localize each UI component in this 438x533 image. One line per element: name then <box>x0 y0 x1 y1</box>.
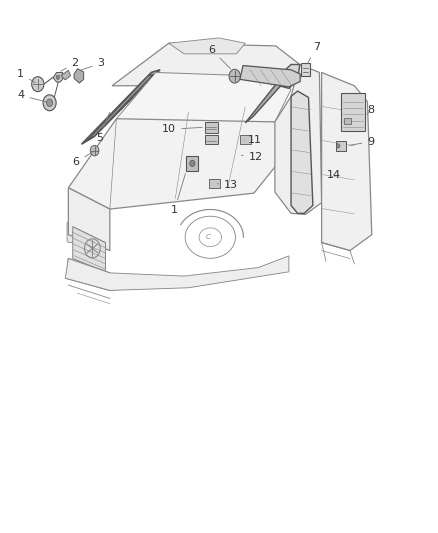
Circle shape <box>43 95 56 111</box>
Text: 4: 4 <box>17 90 47 102</box>
Text: C: C <box>206 235 211 240</box>
FancyBboxPatch shape <box>336 141 346 151</box>
FancyBboxPatch shape <box>186 156 198 171</box>
Circle shape <box>229 69 240 83</box>
Circle shape <box>90 146 99 156</box>
Text: 7: 7 <box>307 43 320 63</box>
Polygon shape <box>117 72 291 128</box>
Text: 5: 5 <box>96 112 110 143</box>
Circle shape <box>46 99 53 107</box>
Text: 13: 13 <box>217 180 238 190</box>
FancyBboxPatch shape <box>205 122 218 133</box>
FancyBboxPatch shape <box>209 179 220 188</box>
Text: 14: 14 <box>321 170 341 180</box>
Polygon shape <box>81 70 160 144</box>
Circle shape <box>190 160 195 166</box>
Text: 8: 8 <box>367 104 374 115</box>
Polygon shape <box>321 72 372 251</box>
Polygon shape <box>65 256 289 290</box>
Polygon shape <box>73 227 106 272</box>
Text: 3: 3 <box>81 59 105 70</box>
Polygon shape <box>112 43 300 86</box>
Circle shape <box>32 77 44 92</box>
Polygon shape <box>68 188 110 251</box>
Text: 2: 2 <box>61 59 78 71</box>
Text: 10: 10 <box>162 124 202 134</box>
FancyBboxPatch shape <box>301 63 310 76</box>
Text: 1: 1 <box>171 173 185 215</box>
FancyBboxPatch shape <box>205 135 218 144</box>
Polygon shape <box>291 91 313 213</box>
Polygon shape <box>66 259 110 290</box>
Text: 6: 6 <box>73 152 92 167</box>
Polygon shape <box>53 72 63 82</box>
Circle shape <box>336 144 340 148</box>
Text: 6: 6 <box>208 45 230 69</box>
Polygon shape <box>68 119 289 209</box>
FancyBboxPatch shape <box>341 93 365 131</box>
FancyBboxPatch shape <box>240 135 251 144</box>
Circle shape <box>56 75 60 79</box>
Polygon shape <box>61 70 71 80</box>
Polygon shape <box>65 272 149 290</box>
Text: 1: 1 <box>17 69 35 83</box>
Polygon shape <box>87 74 153 141</box>
FancyBboxPatch shape <box>67 221 95 243</box>
Polygon shape <box>245 77 288 123</box>
Text: 9: 9 <box>349 136 374 147</box>
Text: 12: 12 <box>241 152 263 162</box>
Polygon shape <box>275 64 321 214</box>
Text: 11: 11 <box>244 135 261 145</box>
FancyBboxPatch shape <box>344 118 351 124</box>
Polygon shape <box>278 64 300 88</box>
Polygon shape <box>74 69 84 83</box>
Polygon shape <box>240 66 300 87</box>
Polygon shape <box>169 38 245 54</box>
